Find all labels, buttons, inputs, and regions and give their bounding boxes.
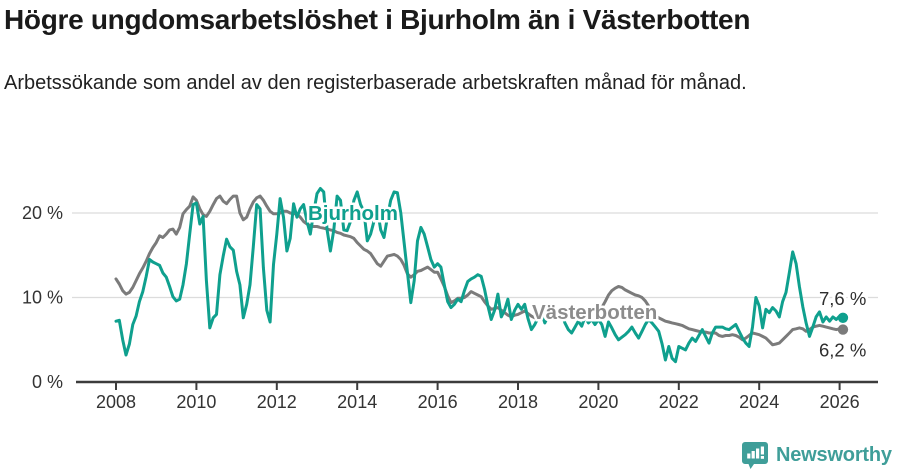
x-tick-label: 2010 bbox=[176, 392, 216, 412]
x-tick-label: 2012 bbox=[257, 392, 297, 412]
x-tick-label: 2024 bbox=[739, 392, 779, 412]
end-value-label-västerbotten: 6,2 % bbox=[819, 340, 866, 361]
y-tick-label: 0 % bbox=[32, 372, 63, 392]
series-line-bjurholm bbox=[114, 187, 845, 364]
x-tick-label: 2022 bbox=[659, 392, 699, 412]
y-tick-label: 20 % bbox=[22, 203, 63, 223]
unemployment-line-chart: 2008 2010 2012 2014 2016 2018 2020 2022 2024 2026… bbox=[22, 187, 878, 412]
x-tick-label: 2016 bbox=[418, 392, 458, 412]
end-dot-västerbotten bbox=[837, 324, 849, 335]
chart-title: Högre ungdomsarbetslöshet i Bjurholm än … bbox=[4, 4, 751, 35]
x-tick-label: 2026 bbox=[820, 392, 860, 412]
brand-footer: Newsworthy bbox=[742, 441, 892, 470]
series-label-bjurholm: Bjurholm bbox=[308, 202, 398, 225]
brand-name: Newsworthy bbox=[776, 444, 892, 466]
series-line-västerbotten bbox=[114, 194, 845, 347]
newsworthy-logo-icon bbox=[742, 442, 768, 469]
end-value-label-bjurholm: 7,6 % bbox=[819, 288, 866, 309]
x-tick-label: 2020 bbox=[578, 392, 618, 412]
x-tick-label: 2014 bbox=[337, 392, 377, 412]
x-tick-label: 2018 bbox=[498, 392, 538, 412]
y-tick-label: 10 % bbox=[22, 288, 63, 308]
series-label-västerbotten: Västerbotten bbox=[532, 301, 657, 324]
chart-subtitle: Arbetssökande som andel av den registerb… bbox=[4, 72, 747, 94]
x-tick-label: 2008 bbox=[96, 392, 136, 412]
end-dot-bjurholm bbox=[837, 312, 849, 323]
